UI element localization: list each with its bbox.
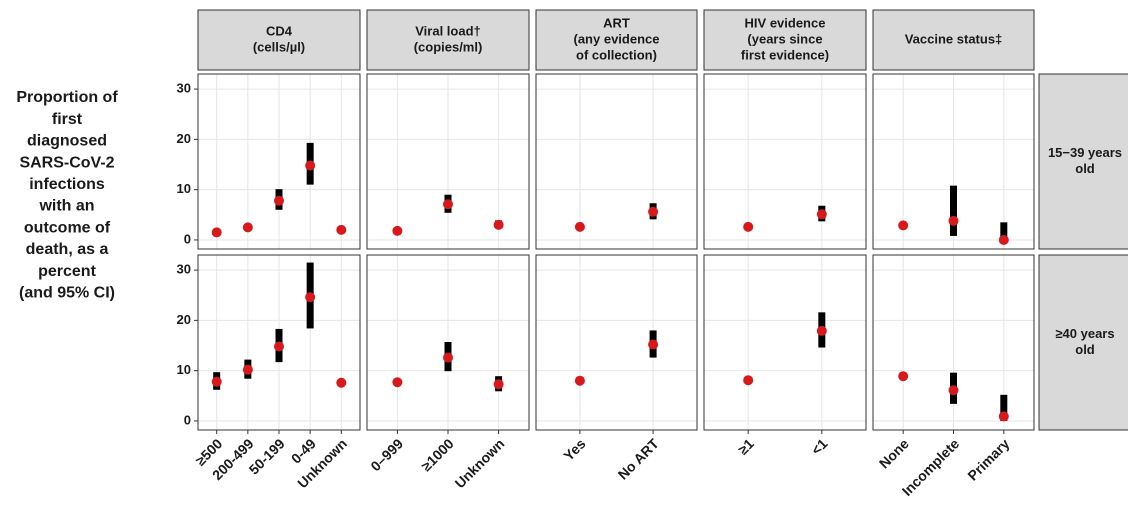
point: [998, 234, 1009, 245]
point: [493, 379, 504, 390]
panel-background: [704, 255, 866, 430]
point: [443, 199, 453, 210]
panel-border: [535, 73, 698, 250]
point: [743, 221, 754, 232]
x-tick-label: None: [876, 435, 912, 471]
y-tick-label: 20: [177, 312, 191, 327]
point: [998, 411, 1009, 422]
panel-background: [704, 74, 866, 249]
row-label: ≥40 years: [1055, 326, 1114, 341]
x-tick-label: <1: [808, 435, 831, 458]
y-tick-label: 30: [177, 81, 191, 96]
y-axis-title: outcome of: [24, 219, 111, 236]
facet-title: CD4: [266, 23, 293, 38]
point: [305, 160, 316, 171]
facet-title: (any evidence: [574, 31, 660, 46]
x-tick-label: Yes: [560, 435, 589, 464]
y-axis-title: with an: [38, 198, 94, 215]
y-axis-title: first: [52, 111, 83, 128]
panel-background: [536, 74, 697, 249]
point: [948, 215, 959, 226]
error-bar: [1000, 222, 1008, 240]
point: [574, 221, 585, 232]
point: [392, 225, 403, 236]
y-axis-title: percent: [38, 263, 96, 280]
facet-strip: [703, 9, 867, 71]
facet-title: (copies/ml): [414, 39, 483, 54]
facet-title: (years since: [747, 31, 822, 46]
y-tick-label: 0: [184, 412, 191, 427]
facet-strip: [197, 9, 361, 71]
facet-title: of collection): [576, 47, 657, 62]
facet-strip: [535, 9, 698, 71]
point: [648, 339, 659, 350]
panel-background: [536, 255, 697, 430]
panel-border: [872, 73, 1035, 250]
point: [211, 376, 222, 387]
point: [816, 325, 827, 336]
facet-title: Vaccine status‡: [905, 31, 1003, 46]
panel-border: [366, 73, 530, 250]
point: [305, 292, 316, 303]
point: [336, 377, 347, 388]
point: [743, 375, 754, 386]
y-axis-title: infections: [29, 176, 105, 193]
panel-border: [703, 254, 867, 431]
row-label: old: [1075, 342, 1095, 357]
facet-title: Viral load†: [415, 23, 481, 38]
facet-title: (cells/µl): [253, 39, 305, 54]
facet-strip: [1038, 73, 1128, 250]
panel-border: [535, 254, 698, 431]
x-tick-label: 50-199: [246, 435, 288, 477]
point: [443, 352, 453, 363]
error-bar: [1000, 394, 1008, 421]
point: [574, 375, 585, 386]
point: [493, 219, 504, 230]
x-tick-label: ≥1: [735, 435, 757, 457]
facet-strip: [366, 9, 530, 71]
x-tick-label: No ART: [615, 435, 663, 483]
x-tick-label: ≥1000: [418, 435, 457, 474]
y-tick-label: 20: [177, 131, 191, 146]
x-tick-label: 0–999: [367, 435, 406, 474]
panel-border: [197, 73, 361, 250]
y-tick-label: 10: [177, 181, 191, 196]
facet-title: HIV evidence: [745, 15, 826, 30]
y-tick-label: 30: [177, 262, 191, 277]
point: [898, 371, 909, 382]
point: [816, 209, 827, 220]
point: [242, 222, 253, 233]
facet-strip: [872, 9, 1035, 71]
y-tick-label: 10: [177, 362, 191, 377]
y-axis-title: Proportion of: [16, 89, 118, 106]
panel-border: [703, 73, 867, 250]
x-tick-label: Unknown: [452, 435, 508, 491]
point: [948, 385, 959, 396]
point: [336, 224, 347, 235]
y-axis-title: diagnosed: [27, 133, 107, 150]
error-bar: [950, 185, 957, 236]
point: [274, 195, 284, 206]
facet-strip: [1038, 254, 1128, 431]
facet-title: ART: [603, 15, 630, 30]
point: [392, 377, 403, 388]
point: [648, 206, 659, 217]
row-label: 15−39 years: [1048, 145, 1122, 160]
point: [242, 364, 253, 375]
facet-title: first evidence): [741, 47, 829, 62]
x-tick-label: Primary: [964, 435, 1012, 483]
y-tick-label: 0: [184, 231, 191, 246]
point: [211, 227, 222, 238]
y-axis-title: (and 95% CI): [19, 285, 115, 302]
y-axis-title: death, as a: [26, 241, 109, 258]
point: [898, 220, 909, 231]
point: [274, 341, 284, 352]
row-label: old: [1075, 161, 1095, 176]
y-axis-title: SARS-CoV-2: [19, 154, 114, 171]
